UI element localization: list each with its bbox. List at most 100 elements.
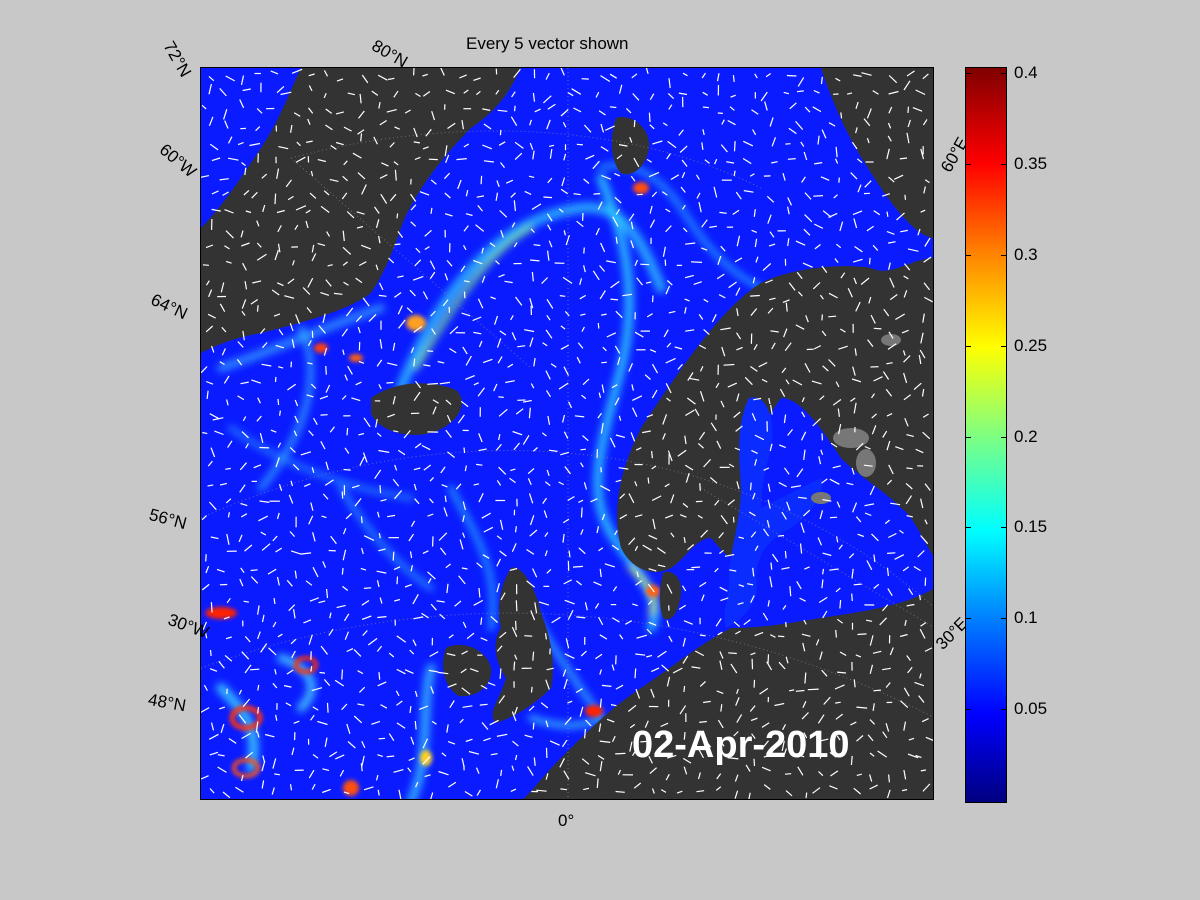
velocity-vector xyxy=(611,735,616,742)
velocity-vector xyxy=(275,344,284,349)
velocity-vector xyxy=(250,299,259,305)
velocity-vector xyxy=(698,314,704,320)
velocity-vector xyxy=(662,122,668,127)
velocity-vector xyxy=(442,299,449,307)
velocity-vector xyxy=(375,219,380,228)
velocity-vector xyxy=(276,282,284,287)
velocity-vector xyxy=(648,534,658,540)
velocity-vector xyxy=(679,145,688,153)
velocity-vector xyxy=(782,299,790,303)
velocity-vector xyxy=(414,156,421,161)
velocity-vector xyxy=(582,378,590,386)
velocity-vector xyxy=(532,568,538,578)
velocity-vector xyxy=(887,241,896,244)
velocity-vector xyxy=(464,790,473,797)
velocity-vector xyxy=(285,179,292,188)
velocity-vector xyxy=(211,208,221,212)
velocity-vector xyxy=(651,465,657,470)
velocity-vector xyxy=(527,478,532,486)
velocity-vector xyxy=(386,381,394,384)
velocity-vector xyxy=(342,261,348,266)
colorbar-tick-mark xyxy=(966,254,971,256)
velocity-vector xyxy=(803,228,811,236)
velocity-vector xyxy=(342,585,349,591)
velocity-vector xyxy=(792,379,803,386)
velocity-vector xyxy=(504,280,513,284)
velocity-vector xyxy=(634,259,639,267)
velocity-vector xyxy=(828,292,838,299)
velocity-vector xyxy=(326,702,329,713)
velocity-vector xyxy=(601,174,612,180)
velocity-vector xyxy=(869,752,875,757)
velocity-vector xyxy=(270,429,277,433)
velocity-vector xyxy=(565,235,570,246)
velocity-vector xyxy=(585,719,592,727)
velocity-vector xyxy=(310,383,317,389)
velocity-vector xyxy=(323,92,327,99)
velocity-vector xyxy=(422,73,428,77)
velocity-vector xyxy=(476,562,483,569)
velocity-vector xyxy=(378,294,387,297)
velocity-vector xyxy=(317,242,326,247)
velocity-vector xyxy=(308,430,314,437)
velocity-vector xyxy=(424,774,431,778)
velocity-vector xyxy=(280,91,292,96)
velocity-vector xyxy=(766,520,770,528)
velocity-vector xyxy=(838,544,843,550)
velocity-vector xyxy=(614,397,620,406)
velocity-vector xyxy=(670,494,675,504)
velocity-vector xyxy=(225,467,231,470)
velocity-vector xyxy=(397,305,403,315)
velocity-vector xyxy=(610,704,617,707)
velocity-vector xyxy=(814,223,824,229)
velocity-vector xyxy=(915,448,924,454)
velocity-vector xyxy=(651,191,658,198)
velocity-vector xyxy=(611,664,615,671)
velocity-vector xyxy=(479,703,488,706)
velocity-vector xyxy=(495,89,500,95)
velocity-vector xyxy=(318,325,326,334)
velocity-vector xyxy=(738,536,745,539)
velocity-vector xyxy=(729,569,737,572)
velocity-vector xyxy=(240,502,248,507)
velocity-vector xyxy=(564,653,575,659)
velocity-vector xyxy=(814,244,821,250)
velocity-vector xyxy=(599,290,606,300)
velocity-vector xyxy=(753,344,758,351)
velocity-vector xyxy=(645,68,649,75)
velocity-vector xyxy=(627,704,637,712)
speed-field xyxy=(216,162,764,799)
velocity-vector xyxy=(345,307,354,317)
velocity-vector xyxy=(631,407,638,417)
velocity-vector xyxy=(544,481,551,487)
velocity-vector xyxy=(679,514,687,518)
velocity-vector xyxy=(422,550,429,554)
velocity-vector xyxy=(567,700,573,704)
velocity-vector xyxy=(618,415,622,421)
velocity-vector xyxy=(559,758,565,768)
velocity-vector xyxy=(324,479,334,486)
velocity-vector xyxy=(334,679,345,687)
velocity-vector xyxy=(732,75,735,82)
velocity-vector xyxy=(205,244,214,249)
velocity-vector xyxy=(463,89,469,94)
velocity-vector xyxy=(581,326,585,332)
velocity-vector xyxy=(319,671,326,674)
velocity-vector xyxy=(447,122,456,129)
velocity-vector xyxy=(821,669,828,677)
velocity-vector xyxy=(277,398,280,405)
velocity-vector xyxy=(481,275,486,283)
velocity-vector xyxy=(918,695,925,703)
velocity-vector xyxy=(511,91,516,98)
velocity-vector xyxy=(873,583,880,589)
velocity-vector xyxy=(649,205,653,214)
velocity-vector xyxy=(307,118,311,125)
velocity-vector xyxy=(374,469,382,480)
velocity-vector xyxy=(241,651,250,660)
velocity-vector xyxy=(386,362,398,366)
velocity-vector xyxy=(461,312,471,317)
velocity-vector xyxy=(245,210,252,214)
velocity-vector xyxy=(592,160,600,170)
velocity-vector xyxy=(752,492,756,500)
velocity-vector xyxy=(294,224,299,231)
